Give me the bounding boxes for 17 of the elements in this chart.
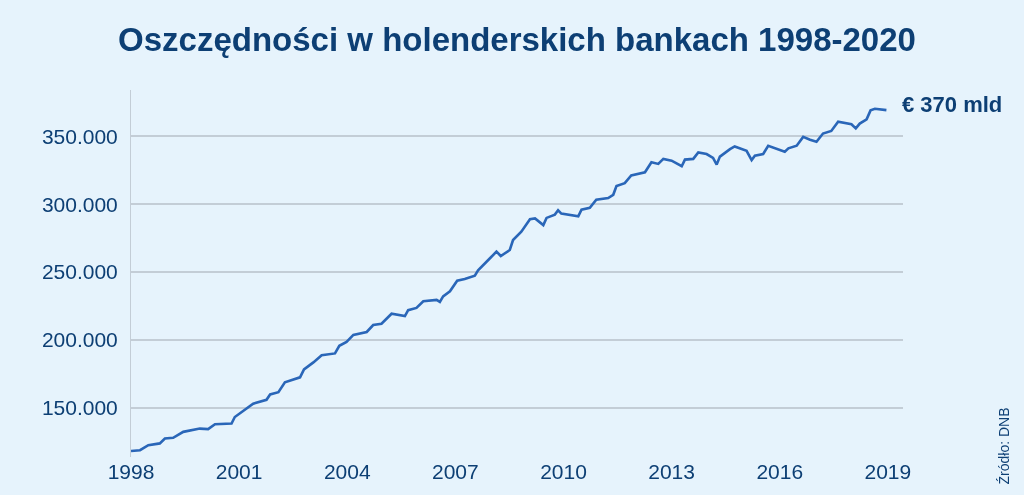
y-tick-label: 150.000 <box>41 396 118 420</box>
x-tick-label: 2019 <box>864 460 912 483</box>
x-tick-label: 2010 <box>540 460 587 483</box>
x-tick-label: 1998 <box>107 460 155 483</box>
chart-title: Oszczędności w holenderskich bankach 1998-2020 <box>118 21 916 59</box>
line-series <box>131 107 888 453</box>
annotation: € 370 mld <box>902 92 1003 117</box>
x-tick-label: 2004 <box>323 460 371 483</box>
x-tick-label: 2007 <box>432 460 479 483</box>
y-tick-label: 300.000 <box>41 192 118 216</box>
y-tick-label: 250.000 <box>41 260 118 284</box>
text: Źródło: DNB <box>995 407 1012 485</box>
y-tick-label: 350.000 <box>41 124 118 148</box>
x-tick-label: 2016 <box>756 460 804 483</box>
x-tick-label: 2001 <box>215 460 263 483</box>
y-tick-label: 200.000 <box>41 328 118 352</box>
x-tick-label: 2013 <box>648 460 695 483</box>
